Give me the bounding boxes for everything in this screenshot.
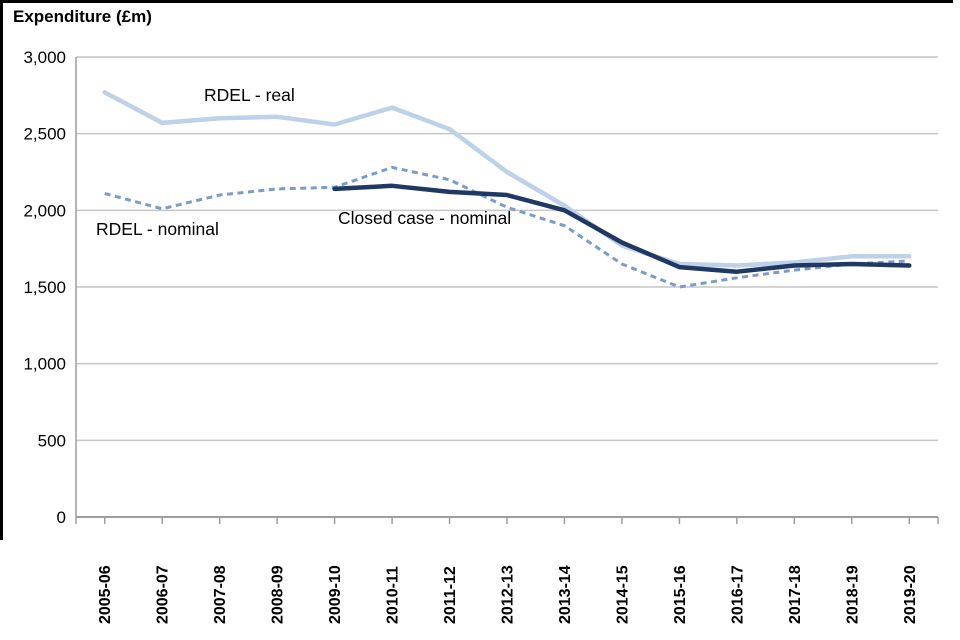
y-axis-label-1500: 1,500 <box>23 278 66 297</box>
series-label-rdel-nominal: RDEL - nominal <box>96 219 219 239</box>
y-axis-label-1000: 1,000 <box>23 355 66 374</box>
x-axis-label-2016-17: 2016-17 <box>729 565 746 624</box>
x-axis-label-2015-16: 2015-16 <box>672 565 689 624</box>
y-axis-label-500: 500 <box>38 431 66 450</box>
y-axis-label-2000: 2,000 <box>23 201 66 220</box>
chart-title: Expenditure (£m) <box>13 7 152 26</box>
x-axis-label-2005-06: 2005-06 <box>97 565 114 624</box>
series-label-rdel-real: RDEL - real <box>204 85 295 105</box>
x-axis-label-2009-10: 2009-10 <box>327 565 344 624</box>
x-axis-label-2010-11: 2010-11 <box>385 566 402 624</box>
frame-top-border <box>0 0 953 3</box>
x-axis-label-2007-08: 2007-08 <box>212 565 229 624</box>
x-axis-label-2008-09: 2008-09 <box>270 565 287 624</box>
y-axis-label-0: 0 <box>57 508 66 527</box>
x-axis-label-2017-18: 2017-18 <box>787 565 804 624</box>
x-axis-label-2006-07: 2006-07 <box>155 565 172 624</box>
series-line-closed-case-nominal <box>332 183 912 274</box>
x-axis-label-2011-12: 2011-12 <box>442 566 459 624</box>
series-label-closed-case-nominal: Closed case - nominal <box>338 208 511 228</box>
series-line-rdel-nominal <box>104 165 910 289</box>
series-line-rdel-real <box>102 90 912 268</box>
x-axis-label-2012-13: 2012-13 <box>500 565 517 624</box>
x-axis-label-2018-19: 2018-19 <box>844 565 861 624</box>
x-axis-label-2013-14: 2013-14 <box>557 565 574 624</box>
x-axis-label-2019-20: 2019-20 <box>902 565 919 624</box>
x-axis-label-2014-15: 2014-15 <box>614 565 631 624</box>
y-axis-label-3000: 3,000 <box>23 48 66 67</box>
y-axis-label-2500: 2,500 <box>23 125 66 144</box>
frame-left-border <box>0 0 3 540</box>
